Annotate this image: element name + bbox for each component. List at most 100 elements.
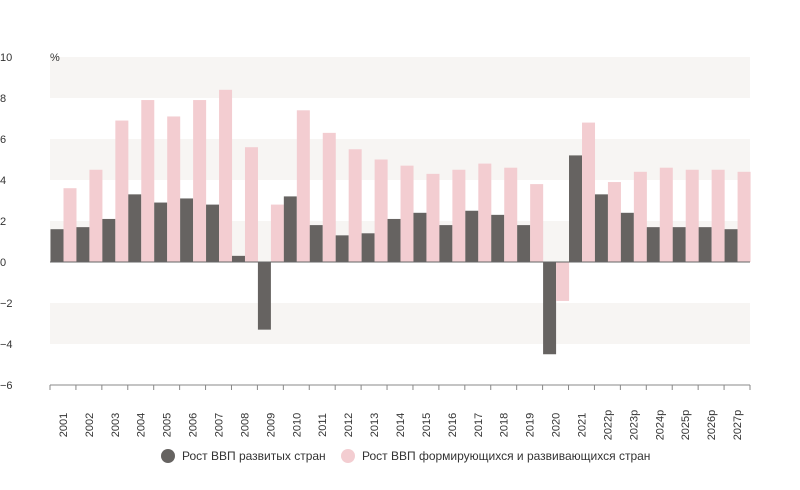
y-tick-label: 6 xyxy=(0,134,6,146)
bar-developed xyxy=(283,196,297,262)
x-tick-label: 2003 xyxy=(110,413,122,437)
bars xyxy=(50,89,751,355)
bar-developed xyxy=(646,227,660,262)
bar-developed xyxy=(335,235,349,262)
bar-developed xyxy=(672,227,686,262)
y-tick-label: 8 xyxy=(0,93,6,105)
bar-emerging xyxy=(556,262,570,301)
x-tick-label: 2013 xyxy=(369,413,381,437)
bar-emerging xyxy=(478,163,492,262)
bar-developed xyxy=(439,225,453,262)
x-tick-label: 2012 xyxy=(343,413,355,437)
bar-emerging xyxy=(348,149,362,262)
bar-developed xyxy=(309,225,323,262)
bar-emerging xyxy=(89,169,103,262)
bar-emerging xyxy=(167,116,181,262)
y-tick-label: −4 xyxy=(0,339,13,351)
bar-emerging xyxy=(452,169,466,262)
bar-emerging xyxy=(607,182,621,262)
x-tick-label: 2022р xyxy=(602,410,614,441)
y-unit-label: % xyxy=(50,52,60,64)
y-tick-label: 4 xyxy=(0,175,6,187)
x-tick-label: 2021 xyxy=(576,413,588,437)
bar-developed xyxy=(543,262,557,355)
x-tick-label: 2018 xyxy=(499,413,511,437)
bar-emerging xyxy=(374,159,388,262)
legend-item-developed: Рост ВВП развитых стран xyxy=(182,449,326,463)
bar-developed xyxy=(465,210,479,262)
x-tick-label: 2001 xyxy=(58,413,70,437)
x-tick-label: 2016 xyxy=(447,413,459,437)
legend: Рост ВВП развитых стран Рост ВВП формирую… xyxy=(161,449,650,463)
bar-developed xyxy=(491,214,505,262)
x-tick-label: 2017 xyxy=(473,413,485,437)
bar-developed xyxy=(594,194,608,262)
x-tick-label: 2015 xyxy=(421,413,433,437)
bar-developed xyxy=(128,194,142,262)
x-tick-label: 2020 xyxy=(551,413,563,437)
x-tick-label: 2026р xyxy=(706,410,718,441)
bar-developed xyxy=(257,262,271,330)
bar-emerging xyxy=(63,188,77,262)
bar-developed xyxy=(231,255,245,262)
x-tick-label: 2009 xyxy=(265,413,277,437)
bar-emerging xyxy=(219,89,233,262)
bar-developed xyxy=(698,227,712,262)
x-tick-label: 2011 xyxy=(317,413,329,437)
x-tick-label: 2025р xyxy=(680,410,692,441)
bar-emerging xyxy=(296,110,310,262)
x-tick-label: 2019 xyxy=(525,413,537,437)
y-tick-label: 0 xyxy=(0,257,6,269)
bar-developed xyxy=(206,204,220,262)
x-tick-label: 2004 xyxy=(136,413,148,437)
bar-developed xyxy=(154,202,168,262)
x-tick-label: 2007 xyxy=(214,413,226,437)
bar-emerging xyxy=(659,167,673,262)
bar-emerging xyxy=(582,122,596,262)
legend-marker xyxy=(341,449,355,463)
bar-emerging xyxy=(270,204,284,262)
bar-developed xyxy=(517,225,531,262)
bar-developed xyxy=(413,212,427,262)
bar-emerging xyxy=(685,169,699,262)
bar-emerging xyxy=(193,100,207,262)
bar-developed xyxy=(76,227,90,262)
bar-emerging xyxy=(322,132,336,262)
bar-emerging xyxy=(244,147,258,262)
bar-developed xyxy=(102,218,116,262)
x-tick-label: 2002 xyxy=(84,413,96,437)
bar-emerging xyxy=(711,169,725,262)
x-tick-label: 2010 xyxy=(291,413,303,437)
y-tick-label: −6 xyxy=(0,380,13,392)
background-band xyxy=(50,303,750,344)
bar-developed xyxy=(569,155,583,262)
y-tick-label: 10 xyxy=(0,52,12,64)
bar-developed xyxy=(620,212,634,262)
y-tick-label: −2 xyxy=(0,298,13,310)
legend-marker xyxy=(161,449,175,463)
x-tick-label: 2005 xyxy=(162,413,174,437)
x-tick-label: 2014 xyxy=(395,413,407,437)
bar-emerging xyxy=(504,167,518,262)
x-axis: 2001 2002 2003 2004 2005 2006 2007 2008 2009 2010… xyxy=(49,385,751,441)
legend-item-emerging: Рост ВВП формирующихся и развивающихся с… xyxy=(362,449,650,463)
x-tick-label: 2023р xyxy=(628,410,640,441)
x-tick-label: 2006 xyxy=(188,413,200,437)
bar-developed xyxy=(387,218,401,262)
bar-emerging xyxy=(737,171,751,262)
background-band xyxy=(50,57,750,98)
x-tick-label: 2027р xyxy=(732,410,744,441)
bar-emerging xyxy=(400,165,414,262)
x-tick-label: 2008 xyxy=(239,413,251,437)
bar-emerging xyxy=(141,100,155,262)
x-tick-label: 2024р xyxy=(654,410,666,441)
bar-emerging xyxy=(633,171,647,262)
y-tick-label: 2 xyxy=(0,216,6,228)
bar-emerging xyxy=(426,173,440,262)
bar-emerging xyxy=(530,184,544,262)
y-axis: 10 8 6 4 2 0 −2 −4 −6 xyxy=(0,52,13,392)
bar-developed xyxy=(50,229,64,262)
background-band xyxy=(50,139,750,180)
bar-developed xyxy=(180,198,194,262)
